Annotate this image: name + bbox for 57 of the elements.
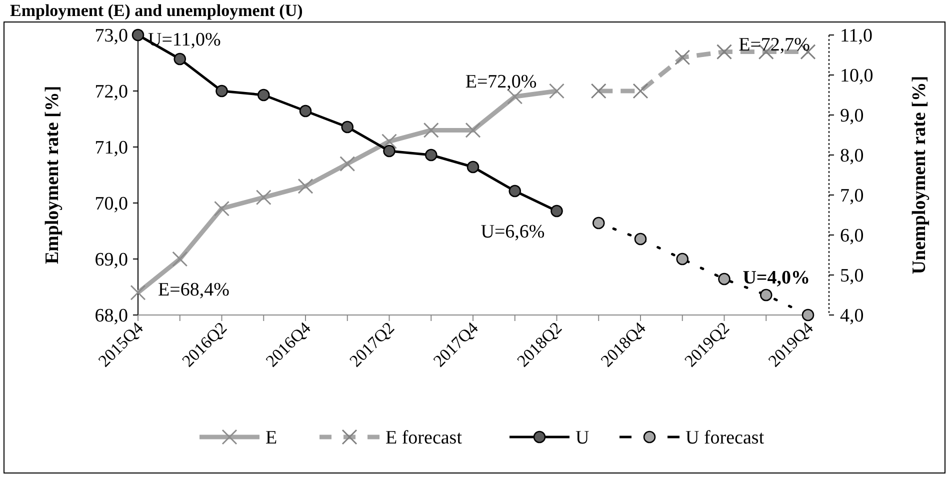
legend-label: E forecast (386, 428, 463, 449)
point (802, 308, 814, 322)
annotation: E=72,7% (738, 34, 810, 56)
y2-tick-label: 8,0 (840, 146, 864, 167)
chart-title: Employment (E) and unemployment (U) (10, 1, 303, 20)
point (716, 44, 732, 60)
y-axis-title: Employment rate [%] (42, 86, 63, 264)
point (423, 122, 439, 138)
annotation: E=68,4% (158, 279, 230, 300)
point (590, 83, 606, 99)
point (549, 83, 564, 99)
point (132, 28, 144, 42)
y-tick-label: 70,0 (94, 194, 128, 215)
annotation: E=72,0% (465, 72, 537, 93)
y2-axis-title: Unemployment rate [%] (909, 76, 930, 274)
point (382, 134, 397, 150)
y-tick-label: 69,0 (94, 250, 128, 271)
y-tick-label: 73,0 (94, 26, 128, 47)
y-tick-label: 71,0 (94, 138, 128, 159)
point (676, 252, 689, 266)
point (214, 200, 230, 216)
legend-label: E (266, 428, 278, 449)
point (299, 104, 312, 118)
y-tick-label: 72,0 (94, 82, 128, 103)
annotation: U=11,0% (148, 30, 221, 51)
y2-tick-label: 10,0 (840, 66, 874, 87)
point (340, 156, 356, 172)
point (634, 232, 647, 246)
point (256, 190, 272, 206)
point (718, 272, 730, 286)
point (592, 216, 605, 230)
y2-tick-label: 9,0 (840, 106, 864, 127)
point (172, 251, 188, 267)
y-tick-label: 68,0 (94, 306, 128, 327)
point (550, 204, 563, 218)
point (466, 160, 480, 174)
point (383, 144, 396, 158)
point (298, 178, 314, 194)
point (257, 88, 270, 102)
point (508, 184, 522, 198)
point (632, 83, 648, 99)
point (216, 84, 228, 98)
y2-tick-label: 4,0 (840, 306, 864, 327)
point (674, 50, 690, 66)
legend-label: U (576, 428, 590, 449)
point (174, 52, 186, 66)
y2-tick-label: 5,0 (840, 266, 864, 287)
y2-tick-label: 7,0 (840, 186, 864, 207)
annotation: U=4,0% (742, 268, 810, 289)
point (341, 120, 354, 134)
annotation: U=6,6% (480, 222, 545, 243)
legend-label: U forecast (686, 428, 765, 449)
y2-tick-label: 6,0 (840, 226, 864, 247)
point (424, 148, 438, 162)
point (760, 288, 772, 302)
point (465, 122, 481, 138)
y2-tick-label: 11,0 (840, 26, 873, 47)
